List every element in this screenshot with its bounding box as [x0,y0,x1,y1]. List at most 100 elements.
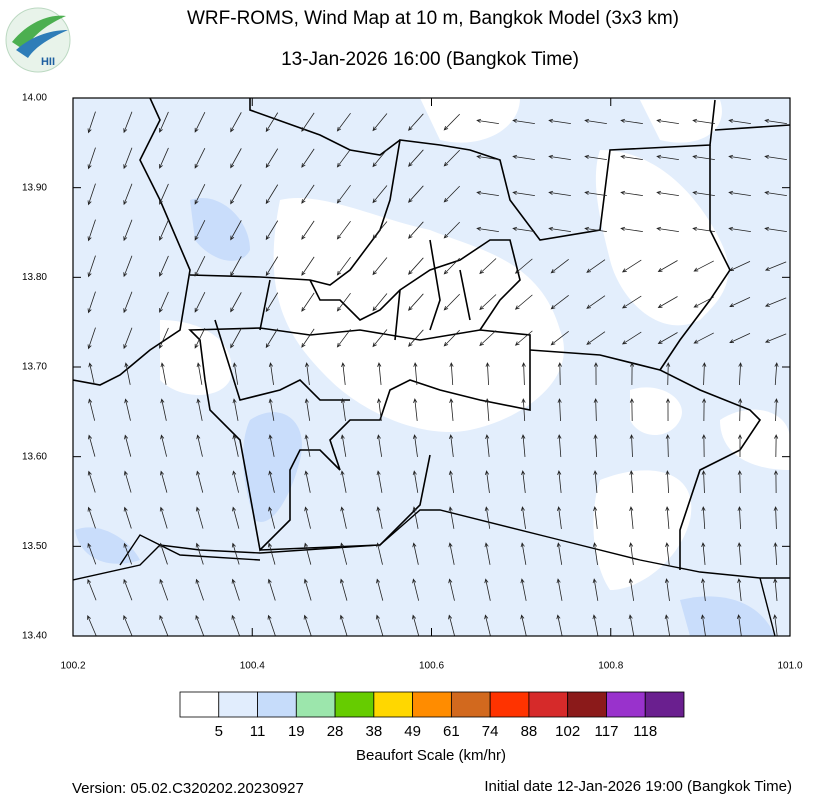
wind-arrow [88,362,95,385]
wind-arrow [628,578,635,601]
wind-arrow [340,506,347,529]
colorbar-swatch [528,691,569,718]
wind-arrow [408,293,424,311]
wind-arrow [301,328,315,348]
wind-arrow [729,333,751,344]
wind-arrow [372,293,388,312]
wind-arrow [728,226,751,233]
colorbar-label: 19 [288,723,305,740]
wind-arrow [729,297,751,308]
wind-arrow [476,226,499,233]
wind-arrow [123,327,133,350]
wind-arrow [557,398,562,422]
wind-arrow [301,112,315,132]
wind-arrow [521,434,526,457]
y-tick-label: 13.40 [22,631,47,642]
wind-arrow [479,330,497,347]
wind-arrow [448,542,455,565]
calm-zone [160,98,790,590]
wind-arrow [728,190,751,197]
wind-arrow [449,398,454,421]
wind-arrow [231,578,240,601]
wind-arrow [556,578,563,601]
wind-arrow [123,255,133,278]
wind-arrow [443,329,460,347]
wind-arrow [124,434,132,457]
wind-arrow [485,398,490,421]
colorbar-swatch [218,691,258,718]
wind-arrow [159,291,169,313]
colorbar-label: 74 [482,723,499,740]
wind-arrow [737,470,742,494]
wind-arrow [267,578,276,601]
wind-arrow [87,470,96,493]
wind-arrow [340,542,348,565]
wind-arrow [412,506,419,529]
wind-arrow [557,470,562,493]
wind-arrow [548,154,571,161]
wind-arrow [586,259,606,273]
wind-arrow [159,147,169,169]
wind-arrow [411,614,420,636]
wind-arrow [159,506,168,529]
wind-arrow [194,291,206,313]
wind-arrow [408,329,424,347]
wind-arrow [512,154,535,161]
wind-arrow [159,183,169,205]
wind-arrow [593,470,598,493]
colorbar-swatch [179,691,220,718]
wind-arrow [413,362,418,385]
wind-arrow [196,434,203,457]
wind-arrow [87,434,96,457]
wind-arrow [764,154,787,161]
wind-arrow [556,614,563,636]
wind-arrow [372,185,388,204]
wind-arrow [232,434,239,457]
axes: 100.2 100.4 100.6 100.8 101.0 14.00 13.90 13.80… [22,93,803,672]
wind-arrow [665,398,671,422]
wind-arrow [123,219,133,242]
wind-arrow [656,118,679,125]
wind-arrow [550,294,569,310]
wind-arrow [443,221,460,239]
wind-arrow [701,506,706,530]
wind-arrow [773,506,778,530]
wind-arrow [665,470,670,494]
wind-arrow [301,148,315,168]
wind-arrow [230,292,242,313]
wind-arrow [548,118,571,125]
wind-arrow [268,398,275,421]
wind-arrow [737,578,742,601]
wind-arrow [413,398,418,421]
y-tick-label: 13.90 [22,182,47,193]
wind-arrow [629,506,634,529]
wind-arrow [592,542,598,565]
colorbar-swatch [257,691,297,718]
wind-arrow [376,506,383,529]
wind-arrow [449,434,454,457]
colorbar-label: 88 [521,723,538,740]
wind-arrow [666,362,671,386]
wind-arrow [443,113,460,131]
x-tick-label: 101.0 [777,661,802,672]
wind-arrow [557,434,562,457]
wind-arrow [620,118,643,125]
wind-arrow [520,614,527,636]
wind-arrow [449,362,454,386]
logo-text: HII [41,56,55,68]
wind-arrow [159,542,168,565]
wind-arrow [520,578,527,601]
wind-arrow [196,470,204,493]
wind-arrow [375,614,384,636]
wind-arrow [159,219,169,241]
wind-arrow [303,578,312,601]
wind-arrow [268,470,275,493]
wind-arrow [521,470,526,493]
wind-arrow [376,470,383,493]
wind-arrow [764,261,787,271]
wind-arrow [372,329,388,348]
wind-arrow [231,614,241,636]
wind-arrow [476,190,499,197]
wind-arrow [232,506,240,529]
